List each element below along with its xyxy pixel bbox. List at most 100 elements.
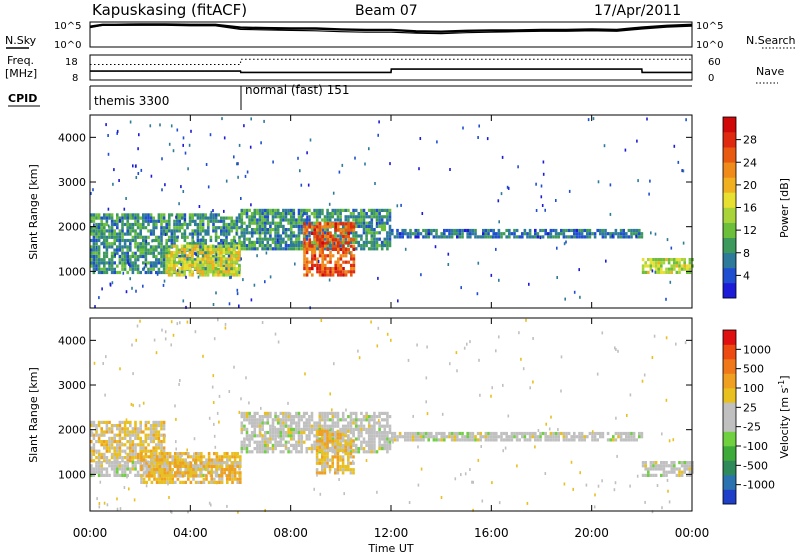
heatmap-cell — [118, 238, 122, 243]
heatmap-cell — [162, 254, 166, 259]
heatmap-cell — [188, 254, 192, 258]
heatmap-cell — [134, 473, 137, 477]
heatmap-cell — [331, 442, 334, 446]
heatmap-cell — [289, 450, 293, 454]
heatmap-cell — [315, 458, 319, 462]
heatmap-cell — [240, 447, 244, 451]
heatmap-speck — [328, 202, 331, 206]
heatmap-cell — [90, 251, 93, 255]
heatmap-cell — [212, 263, 215, 267]
heatmap-cell — [162, 446, 166, 450]
heatmap-speck — [256, 254, 258, 258]
heatmap-cell — [158, 468, 161, 472]
heatmap-cell — [373, 431, 376, 435]
heatmap-cell — [105, 459, 109, 463]
heatmap-speck — [125, 418, 128, 422]
heatmap-cell — [108, 446, 111, 450]
heatmap-cell — [373, 212, 376, 216]
heatmap-cell — [231, 464, 234, 468]
heatmap-cell — [131, 229, 135, 233]
heatmap-speck — [182, 143, 184, 147]
heatmap-cell — [297, 431, 301, 435]
heatmap-cell — [271, 431, 275, 435]
heatmap-cell — [157, 235, 161, 239]
heatmap-cell — [139, 235, 142, 239]
heatmap-cell — [134, 443, 137, 447]
heatmap-cell — [362, 415, 366, 419]
heatmap-cell — [393, 435, 397, 439]
heatmap-cell — [406, 438, 410, 442]
heatmap-cell — [342, 235, 345, 239]
heatmap-cell — [373, 427, 376, 431]
heatmap-cell — [162, 270, 166, 275]
heatmap-cell — [258, 218, 262, 222]
heatmap-cell — [126, 222, 129, 227]
heatmap-cell — [186, 247, 189, 251]
heatmap-speck — [236, 162, 238, 166]
heatmap-cell — [263, 437, 267, 441]
heatmap-cell — [660, 258, 663, 262]
heatmap-cell — [200, 474, 203, 478]
heatmap-cell — [398, 431, 402, 436]
heatmap-cell — [649, 473, 653, 477]
heatmap-cell — [110, 430, 114, 434]
heatmap-cell — [116, 467, 119, 471]
heatmap-cell — [258, 237, 262, 241]
heatmap-cell — [226, 461, 229, 465]
heatmap-cell — [276, 421, 280, 425]
heatmap-cell — [199, 232, 202, 236]
heatmap-cell — [103, 258, 106, 262]
heatmap-cell — [168, 229, 171, 233]
heatmap-speck — [498, 220, 500, 224]
heatmap-cell — [90, 248, 93, 252]
heatmap-cell — [282, 218, 285, 222]
heatmap-cell — [365, 415, 368, 419]
heatmap-cell — [108, 440, 111, 444]
heatmap-speck — [98, 296, 100, 300]
heatmap-cell — [139, 248, 142, 252]
heatmap-cell — [373, 440, 376, 444]
heatmap-cell — [350, 222, 353, 226]
heatmap-speck — [486, 137, 489, 141]
heatmap-cell — [238, 219, 241, 223]
heatmap-cell — [139, 222, 142, 227]
heatmap-cell — [269, 431, 272, 435]
heatmap-cell — [279, 212, 283, 216]
heatmap-cell — [534, 438, 537, 442]
heatmap-cell — [92, 248, 96, 252]
heatmap-cell — [292, 447, 296, 451]
heatmap-cell — [253, 424, 257, 428]
heatmap-cell — [145, 455, 148, 459]
heatmap-cell — [157, 430, 161, 434]
heatmap-speck — [377, 133, 379, 137]
heatmap-cell — [419, 232, 423, 236]
heatmap-cell — [165, 254, 168, 258]
heatmap-cell — [95, 242, 98, 246]
heatmap-cell — [357, 434, 361, 438]
heatmap-cell — [300, 215, 303, 219]
heatmap-cell — [647, 467, 650, 471]
heatmap-speck — [322, 417, 324, 421]
heatmap-cell — [435, 235, 438, 239]
heatmap-cell — [90, 467, 93, 471]
heatmap-speck — [669, 280, 672, 284]
heatmap-cell — [176, 477, 180, 481]
heatmap-cell — [276, 443, 280, 447]
heatmap-cell — [544, 228, 547, 233]
heatmap-cell — [619, 438, 623, 442]
heatmap-cell — [310, 431, 314, 435]
heatmap-speck — [304, 372, 306, 376]
heatmap-cell — [103, 459, 106, 463]
heatmap-cell — [279, 221, 283, 225]
heatmap-cell — [161, 471, 164, 475]
heatmap-cell — [349, 421, 353, 425]
heatmap-cell — [95, 238, 98, 243]
heatmap-cell — [284, 234, 288, 238]
heatmap-cell — [248, 450, 251, 454]
heatmap-cell — [220, 238, 223, 243]
heatmap-cell — [199, 270, 202, 274]
heatmap-cell — [105, 222, 109, 227]
heatmap-speck — [593, 505, 596, 509]
heatmap-cell — [380, 418, 384, 422]
heatmap-cell — [334, 452, 337, 456]
